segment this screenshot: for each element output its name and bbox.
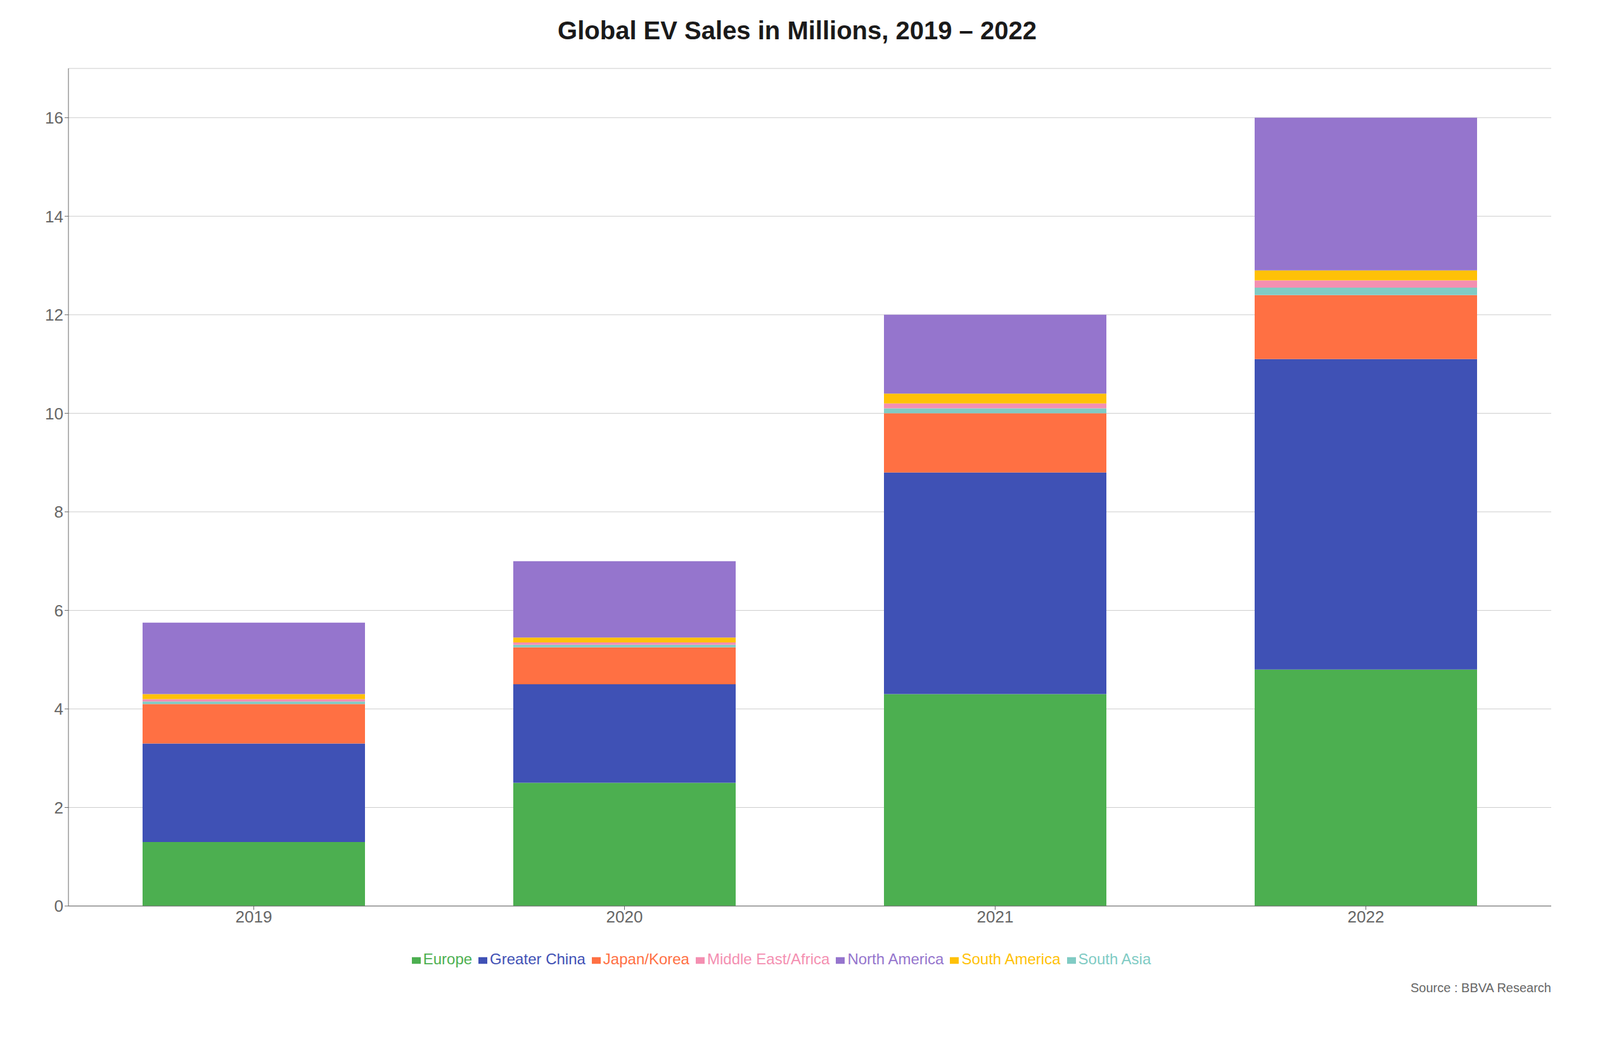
- svg-text:2: 2: [54, 798, 64, 818]
- html-text:Greater China: Greater China: [489, 950, 586, 968]
- html-text:Source : BBVA Research: Source : BBVA Research: [1410, 980, 1552, 995]
- html-text:North America: North America: [847, 950, 944, 968]
- svg-text:8: 8: [54, 502, 64, 522]
- html-text:South Asia: South Asia: [1078, 950, 1151, 968]
- svg-text:2020: 2020: [606, 907, 644, 927]
- svg-text:4: 4: [54, 699, 64, 719]
- html-text:Japan/Korea: Japan/Korea: [603, 950, 690, 968]
- html-text:Middle East/Africa: Middle East/Africa: [707, 950, 830, 968]
- svg-text:2021: 2021: [977, 907, 1014, 927]
- html-text:Global EV Sales in Millions, 2: Global EV Sales in Millions, 2019 – 2022: [557, 16, 1037, 45]
- svg-text:6: 6: [54, 601, 64, 621]
- svg-text:2019: 2019: [235, 907, 273, 927]
- svg-text:10: 10: [44, 404, 64, 424]
- svg-text:0: 0: [54, 896, 64, 916]
- html-text:South America: South America: [961, 950, 1061, 968]
- svg-text:14: 14: [44, 207, 64, 227]
- svg-text:2022: 2022: [1347, 907, 1385, 927]
- svg-text:12: 12: [44, 305, 64, 325]
- svg-text:16: 16: [44, 108, 64, 128]
- html-text:Europe: Europe: [423, 950, 473, 968]
